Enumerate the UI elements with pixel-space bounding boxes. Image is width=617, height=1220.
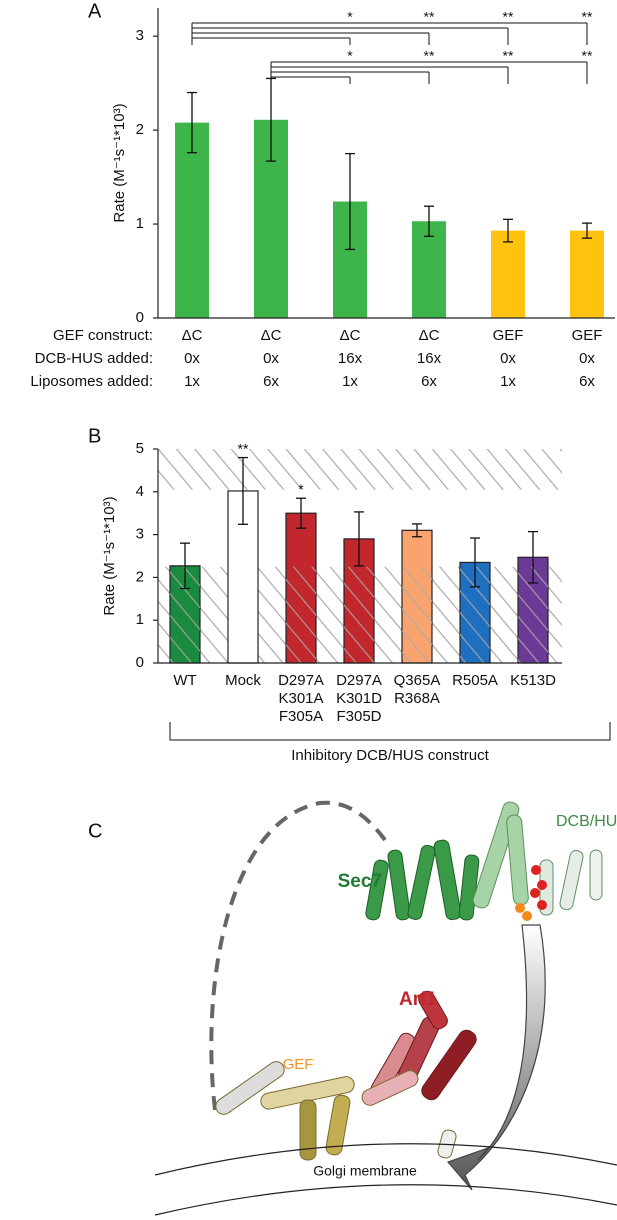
sec7-domain [365,839,480,921]
x-tick-label: K301A [278,690,323,707]
arf1-label: Arf1 [399,989,437,1010]
x-tick-label: D297A [278,672,324,689]
row-value: 6x [421,373,437,390]
y-tick-label: 2 [136,121,144,138]
y-tick-label: 5 [136,440,144,457]
arrow [446,924,546,1191]
row-label: GEF construct: [53,327,153,344]
x-tick-label: F305D [336,708,381,725]
y-tick-label: 3 [136,27,144,44]
x-tick-label: R505A [452,672,498,689]
bar [175,122,209,318]
bar [491,230,525,318]
row-value: 6x [579,373,595,390]
row-value: GEF [493,327,524,344]
y-axis-label: Rate (M⁻¹s⁻¹*10³) [111,103,128,222]
row-label: Liposomes added: [30,373,153,390]
membrane-outer [154,1143,617,1176]
row-value: 0x [500,350,516,367]
row-value: ΔC [340,327,361,344]
bar [570,230,604,318]
row-value: 0x [263,350,279,367]
y-tick-label: 2 [136,568,144,585]
significance-label: ** [238,440,249,456]
significance-label: ** [582,48,593,64]
panel-letter: A [88,0,102,22]
significance-label: ** [424,9,435,25]
membrane-label: Golgi membrane [313,1163,417,1179]
x-tick-label: D297A [336,672,382,689]
row-value: ΔC [261,327,282,344]
y-axis-label: Rate (M⁻¹s⁻¹*10³) [101,496,118,615]
row-value: GEF [572,327,603,344]
group-bracket [169,722,611,741]
group-label: Inhibitory DCB/HUS construct [291,747,489,764]
x-tick-label: Q365A [394,672,441,689]
shaded-range [158,449,562,490]
significance-label: ** [424,48,435,64]
row-value: 1x [342,373,358,390]
row-value: 0x [579,350,595,367]
x-tick-label: K513D [510,672,556,689]
significance-label: ** [582,9,593,25]
row-label: DCB-HUS added: [35,350,153,367]
significance-label: * [347,48,353,64]
significance-label: * [298,481,304,497]
x-tick-label: F305A [279,708,323,725]
y-tick-label: 0 [136,654,144,671]
row-value: 1x [500,373,516,390]
panel-letter: B [88,425,101,447]
row-value: ΔC [182,327,203,344]
gef-domain [215,1061,457,1161]
structure-panel: C [88,800,617,1216]
row-value: 16x [417,350,442,367]
y-tick-label: 1 [136,611,144,628]
x-tick-label: WT [173,672,196,689]
bar [412,221,446,318]
key-residues [515,865,547,921]
row-value: 16x [338,350,363,367]
x-tick-label: R368A [394,690,440,707]
gef-label: GEF [283,1056,314,1073]
significance-label: ** [503,9,514,25]
sec7-label: Sec7 [338,871,382,892]
membrane-inner [154,1184,617,1216]
bar-hatch [344,566,374,663]
bar-hatch [402,566,432,663]
significance-label: * [347,9,353,25]
y-tick-label: 1 [136,215,144,232]
row-value: ΔC [419,327,440,344]
y-tick-label: 4 [136,483,144,500]
linker [209,800,387,1111]
dcb-hus-domain [472,801,603,916]
significance-label: ** [503,48,514,64]
bar-hatch [286,566,316,663]
y-tick-label: 3 [136,526,144,543]
row-value: 1x [184,373,200,390]
dcb-label: DCB/HUS [556,813,617,830]
x-tick-label: Mock [225,672,261,689]
row-value: 0x [184,350,200,367]
y-tick-label: 0 [136,309,144,326]
panel-letter: C [88,820,102,842]
x-tick-label: K301D [336,690,382,707]
row-value: 6x [263,373,279,390]
